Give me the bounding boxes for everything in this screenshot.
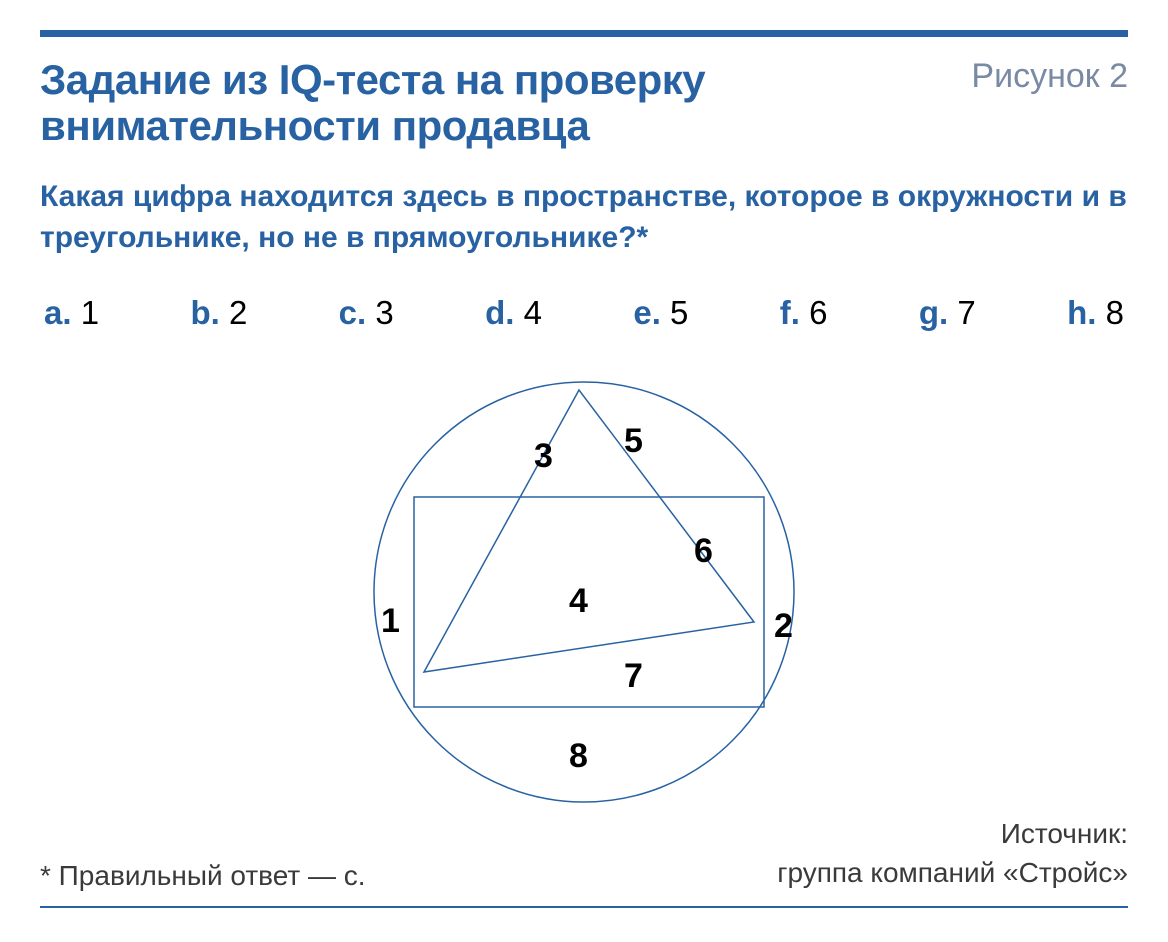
diagram-label-8: 8 bbox=[569, 737, 588, 775]
option-d: d. 4 bbox=[485, 294, 542, 332]
source-block: Источник: группа компаний «Стройс» bbox=[777, 814, 1128, 892]
option-letter: е. bbox=[633, 294, 661, 331]
option-value: 6 bbox=[809, 294, 827, 331]
source-value: группа компаний «Стройс» bbox=[777, 853, 1128, 892]
bottom-border bbox=[40, 906, 1128, 908]
option-g: g. 7 bbox=[919, 294, 976, 332]
option-letter: с. bbox=[339, 294, 367, 331]
diagram-label-7: 7 bbox=[624, 657, 643, 695]
option-letter: g. bbox=[919, 294, 948, 331]
answer-note: * Правильный ответ — с. bbox=[40, 860, 366, 892]
diagram-label-4: 4 bbox=[569, 582, 588, 620]
option-letter: d. bbox=[485, 294, 514, 331]
diagram-label-5: 5 bbox=[624, 422, 643, 460]
option-b: b. 2 bbox=[190, 294, 247, 332]
question-text: Какая цифра находится здесь в пространст… bbox=[40, 177, 1128, 258]
header-row: Задание из IQ-теста на проверку внимател… bbox=[40, 57, 1128, 149]
option-e: е. 5 bbox=[633, 294, 688, 332]
option-value: 7 bbox=[957, 294, 975, 331]
page-title: Задание из IQ-теста на проверку внимател… bbox=[40, 57, 941, 149]
option-f: f. 6 bbox=[780, 294, 828, 332]
option-a: а. 1 bbox=[44, 294, 99, 332]
option-value: 4 bbox=[524, 294, 542, 331]
diagram-label-1: 1 bbox=[381, 602, 400, 640]
option-c: с. 3 bbox=[339, 294, 394, 332]
option-letter: f. bbox=[780, 294, 800, 331]
diagram-label-6: 6 bbox=[694, 532, 713, 570]
diagram-label-2: 2 bbox=[774, 607, 793, 645]
option-value: 8 bbox=[1106, 294, 1124, 331]
option-value: 3 bbox=[375, 294, 393, 331]
footer-row: * Правильный ответ — с. Источник: группа… bbox=[40, 814, 1128, 892]
top-border bbox=[40, 30, 1128, 37]
option-value: 5 bbox=[670, 294, 688, 331]
option-h: h. 8 bbox=[1067, 294, 1124, 332]
rectangle-shape bbox=[414, 497, 764, 707]
figure-label: Рисунок 2 bbox=[971, 57, 1128, 96]
options-row: а. 1 b. 2 с. 3 d. 4 е. 5 f. 6 g. 7 h. 8 bbox=[40, 294, 1128, 332]
venn-diagram: 1 2 3 4 5 6 7 8 bbox=[324, 362, 844, 822]
option-value: 2 bbox=[229, 294, 247, 331]
diagram-area: 1 2 3 4 5 6 7 8 bbox=[40, 362, 1128, 822]
option-value: 1 bbox=[81, 294, 99, 331]
option-letter: а. bbox=[44, 294, 72, 331]
option-letter: h. bbox=[1067, 294, 1096, 331]
source-label: Источник: bbox=[777, 814, 1128, 853]
triangle-shape bbox=[424, 390, 754, 672]
option-letter: b. bbox=[190, 294, 219, 331]
diagram-label-3: 3 bbox=[534, 437, 553, 475]
